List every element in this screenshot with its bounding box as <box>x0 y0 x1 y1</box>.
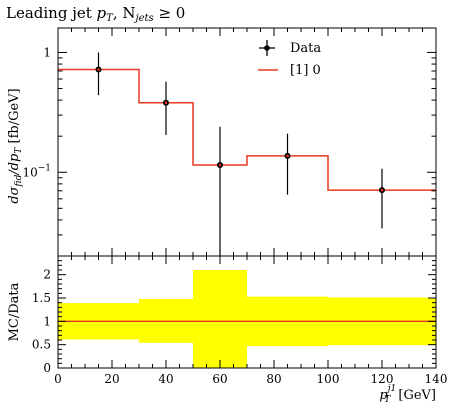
ratio-y-axis-label: MC/Data <box>7 282 22 341</box>
chart-title: Leading jet pT, Njets ≥ 0 <box>6 4 185 24</box>
x-axis-label: pj1 T [GeV] <box>379 384 436 405</box>
ratio-y-tick-label: 2 <box>43 268 51 282</box>
ratio-y-tick-label: 0 <box>43 361 51 375</box>
main-y-axis-label: dσfid/dpT [fb/GeV] <box>7 88 24 203</box>
main-y-tick-label: 10−1 <box>22 163 51 179</box>
x-tick-label: 120 <box>371 372 394 386</box>
ratio-y-tick-label: 1.5 <box>32 291 51 305</box>
data-point-overlay <box>286 154 289 158</box>
legend-label-mc: [1] 0 <box>290 63 321 78</box>
ratio-plot-panel: 0 0.5 1 1.5 2 0 20 40 60 80 100 120 140 MC/Data pj1… <box>7 255 448 405</box>
mc-histogram-step <box>58 68 436 191</box>
ratio-uncertainty-band <box>193 270 247 368</box>
x-tick-label: 80 <box>266 372 281 386</box>
main-plot-panel: 1 10−1 Data [1] 0 dσfid/dpT [fb/GeV] <box>7 27 437 257</box>
ratio-y-tick-label: 1 <box>43 314 51 328</box>
ratio-y-tick-label: 0.5 <box>32 338 51 352</box>
main-plot-frame <box>57 27 437 257</box>
data-point-overlay <box>380 188 384 192</box>
x-tick-label: 60 <box>212 372 227 386</box>
x-tick-label: 40 <box>158 372 173 386</box>
legend-label-data: Data <box>290 41 321 56</box>
legend-data-marker <box>264 45 270 51</box>
x-tick-label: 0 <box>54 372 62 386</box>
x-tick-label: 100 <box>317 372 340 386</box>
x-tick-label: 20 <box>104 372 119 386</box>
main-y-tick-label: 1 <box>43 45 51 59</box>
data-point-overlay <box>218 163 222 167</box>
data-point-overlay <box>164 101 168 105</box>
legend: Data [1] 0 <box>258 40 321 78</box>
x-tick-label: 140 <box>425 372 448 386</box>
data-point-overlay <box>97 68 100 71</box>
